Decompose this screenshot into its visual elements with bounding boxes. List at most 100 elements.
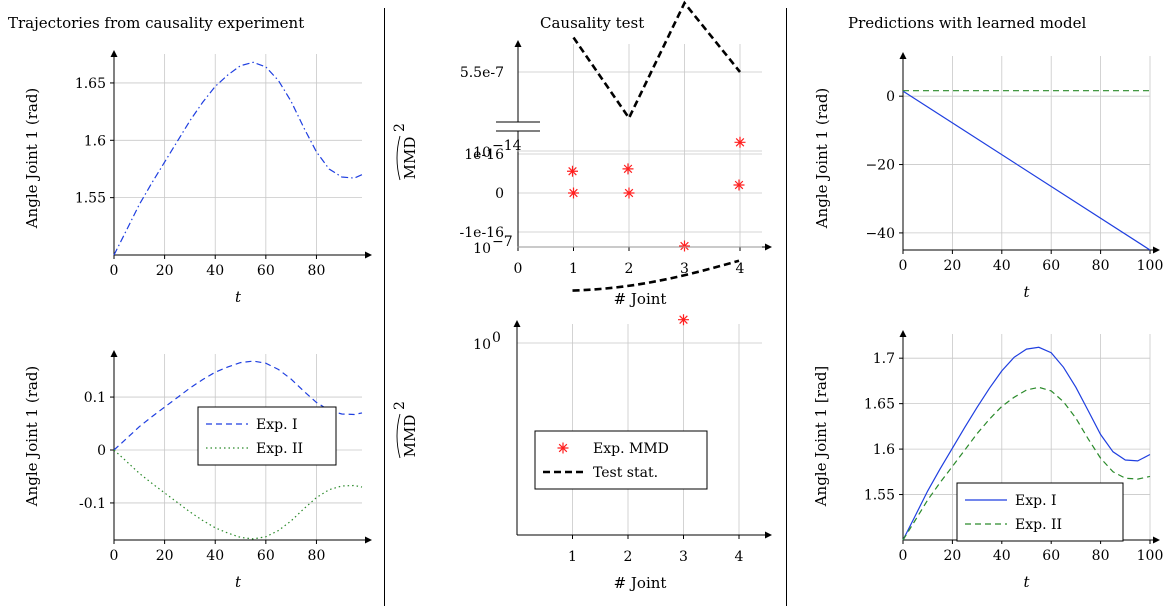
x-tick-label: 4: [736, 261, 745, 277]
legend-label: Exp. MMD: [593, 441, 669, 457]
x-tick-label: 0: [110, 263, 119, 279]
chart-pred-bottom: 0 20 40 60 80 100 1.55 1.6 1.65 1.7 t Angle Joint 1…: [812, 330, 1163, 591]
legend-box: [956, 482, 1124, 542]
plot-y-arrow: [899, 330, 907, 337]
y-axis-label: MMD 2: [392, 123, 419, 181]
exp-mmd-point: [733, 179, 745, 191]
x-tick-label: 20: [156, 263, 174, 279]
plot-x-arrow: [1153, 246, 1160, 254]
exp-mmd-point: [622, 163, 634, 175]
y-tick-label: 0.1: [84, 390, 106, 406]
y-tick-exponent: −14: [492, 138, 522, 154]
x-tick-label: 0: [899, 258, 908, 274]
x-tick-label: 80: [1092, 548, 1110, 564]
y-tick-label: -0.1: [79, 496, 106, 512]
plot-x-arrow: [365, 251, 372, 259]
y-tick-label: 0: [495, 186, 504, 202]
legend-label: Exp. I: [1015, 493, 1057, 509]
y-tick-label: 1.6: [84, 133, 106, 149]
x-tick-label: 0: [110, 548, 119, 564]
y-tick-label: 1e-16: [464, 147, 504, 163]
ylabel-text: MMD: [401, 415, 419, 458]
x-tick-label: 1: [568, 549, 577, 565]
x-tick-label: 80: [308, 263, 326, 279]
legend-label: Exp. II: [1015, 517, 1062, 533]
exp-mmd-point: [567, 165, 578, 177]
x-tick-label: 2: [624, 549, 633, 565]
y-tick-label: 0: [97, 443, 106, 459]
y-tick-label: 1.55: [864, 488, 895, 504]
y-tick-label: 0: [886, 89, 895, 105]
plot-x-arrow: [765, 531, 772, 539]
x-tick-label: 0: [899, 548, 908, 564]
y-axis-label: Angle Joint 1 [rad]: [812, 366, 830, 508]
y-tick-label: 10: [473, 337, 491, 353]
y-tick-label: 5.5e-7: [460, 65, 504, 81]
y-tick-exponent: −7: [492, 234, 513, 250]
plot-y-arrow: [110, 50, 118, 57]
squared-mark: 2: [392, 401, 408, 410]
y-tick-label: 1.6: [873, 442, 895, 458]
x-tick-label: 60: [257, 548, 275, 564]
y-tick-label: 10: [473, 145, 491, 161]
column-divider-left: [384, 8, 385, 606]
x-tick-label: 20: [943, 548, 961, 564]
y-tick-label: 1.7: [873, 351, 895, 367]
x-axis-label: t: [1023, 573, 1030, 591]
series-line-1: [113, 61, 363, 256]
x-tick-label: 60: [1042, 548, 1060, 564]
legend-label: Exp. I: [256, 417, 298, 433]
y-tick-label: 1.65: [864, 397, 895, 413]
squared-mark: 2: [392, 123, 408, 132]
legend-label: Exp. II: [256, 441, 303, 457]
y-tick-label: −40: [865, 226, 895, 242]
test-stat-line: [572, 259, 740, 292]
x-tick-label: 80: [308, 548, 326, 564]
legend-label: Test stat.: [593, 465, 658, 481]
title-col3: Predictions with learned model: [848, 14, 1087, 32]
plot-y-arrow: [899, 52, 907, 59]
x-tick-label: 40: [993, 258, 1011, 274]
series-line-1: [902, 346, 1151, 541]
exp-mmd-point: [623, 187, 635, 199]
y-tick-label: 10: [473, 241, 491, 257]
title-col1: Trajectories from causality experiment: [8, 14, 305, 32]
y-axis-label: MMD 2: [392, 401, 419, 459]
y-tick-exponent: 0: [492, 330, 501, 346]
x-tick-label: 3: [680, 261, 689, 277]
hat-mark: [396, 135, 401, 181]
y-axis-label: Angle Joint 1 (rad): [23, 88, 41, 230]
x-tick-label: 40: [993, 548, 1011, 564]
chart-pred-top: 0 20 40 60 80 100 −40 −20 0 t Angle Joint 1 (rad): [813, 52, 1163, 301]
y-tick-label: 1.55: [75, 191, 106, 207]
x-tick-label: 60: [1042, 258, 1060, 274]
chart-causality-top: 0 1 2 3 4 5.5e-7 1e-16 0 -1e-16 MMD 2 # Joint: [392, 0, 772, 308]
exp-mmd-point: [679, 240, 690, 252]
y-tick-label: 1.65: [75, 76, 106, 92]
y-tick-label: −20: [865, 158, 895, 174]
x-tick-label: 2: [625, 261, 634, 277]
x-tick-label: 20: [156, 548, 174, 564]
x-tick-label: 0: [514, 261, 523, 277]
x-axis-label: t: [235, 573, 242, 591]
plot-y-arrow: [110, 350, 118, 357]
y-tick-label: -1e-16: [460, 225, 505, 241]
series-line-2: [902, 386, 1151, 541]
y-arrow: [514, 40, 522, 47]
plot-x-arrow: [365, 536, 372, 544]
legend-swatch: [557, 442, 569, 454]
x-axis-label: t: [235, 288, 242, 306]
title-col2: Causality test: [540, 14, 645, 32]
series-line-1: [902, 90, 1151, 251]
x-tick-label: 1: [569, 261, 578, 277]
ylabel-text: MMD: [401, 137, 419, 180]
test-stat-line: [572, 0, 742, 121]
x-tick-label: 100: [1137, 258, 1164, 274]
x-tick-label: 40: [206, 548, 224, 564]
column-divider-right: [786, 8, 787, 606]
legend-box: [534, 430, 708, 490]
x-tick-label: 60: [257, 263, 275, 279]
y-axis-label: Angle Joint 1 (rad): [813, 88, 831, 230]
